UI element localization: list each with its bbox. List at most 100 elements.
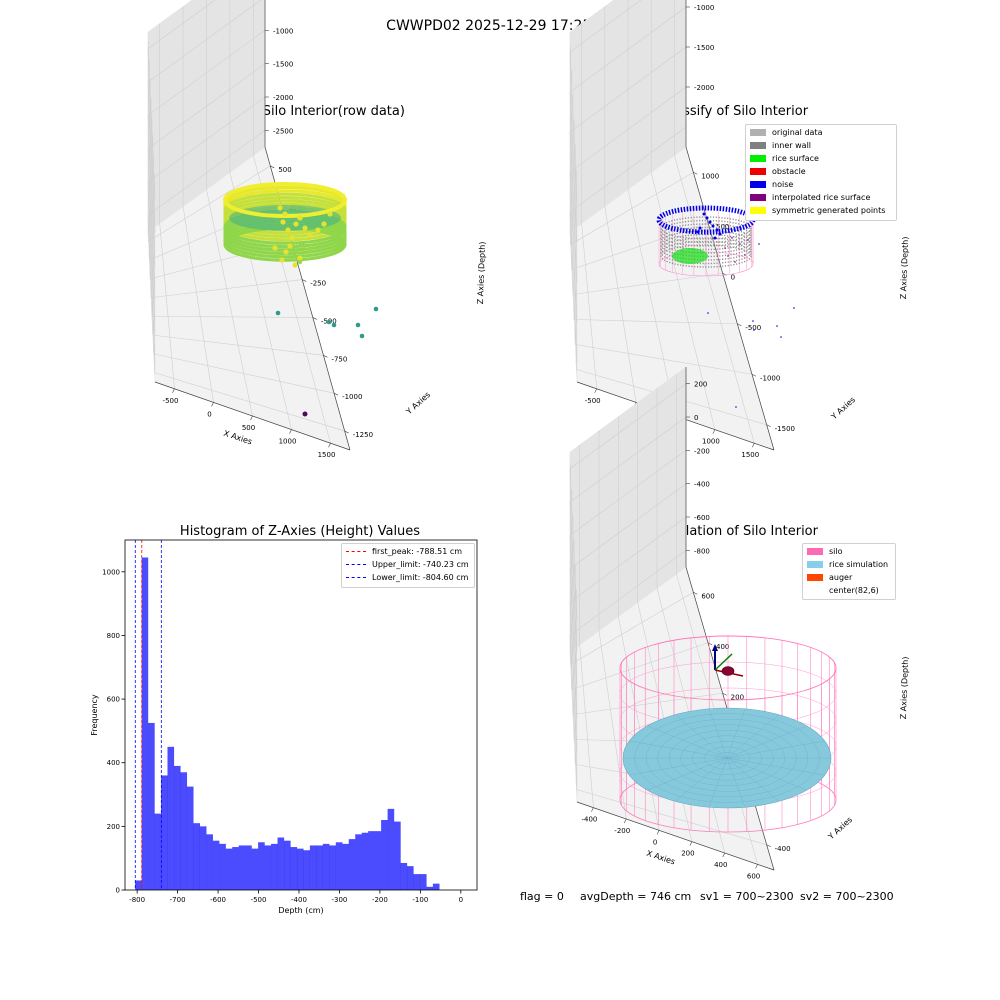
rice-mesh-ring <box>645 718 809 798</box>
inner-wall-ring <box>660 219 752 244</box>
raw-3d-axes: -500 0 500 1000 1500 500 250 0 -250 -500 -750 -1000… <box>147 0 487 459</box>
inner-wall-ring <box>660 226 752 251</box>
histogram-bar <box>238 845 246 890</box>
y-tick-label: 500 <box>716 223 729 231</box>
y-gridline <box>152 334 324 356</box>
histogram-bar <box>387 808 395 890</box>
histogram-bar <box>219 843 226 890</box>
rice-mesh-line <box>647 757 728 791</box>
y-tick-mark <box>302 279 307 282</box>
histogram-bar <box>277 837 285 890</box>
x-tick-label: 500 <box>242 424 255 432</box>
y-gridline <box>154 372 345 432</box>
legend-line <box>346 564 366 565</box>
x-gridline <box>581 223 597 389</box>
histogram-axes: -800 -700 -600 -500 -400 -300 -200 -100 0 0 200 400… <box>90 539 478 915</box>
scatter-point <box>359 333 365 339</box>
x-axis-line <box>576 381 775 451</box>
axes-left-pane <box>569 451 578 803</box>
histogram-bar <box>264 845 272 890</box>
y-tick-label: 800 <box>107 632 120 640</box>
legend-silo: silo <box>807 546 843 557</box>
scatter-point <box>293 221 299 227</box>
z-tick-label: -200 <box>694 447 710 455</box>
rice-point-ring <box>223 226 347 262</box>
legend-swatch <box>750 129 766 136</box>
z-gridline <box>569 6 687 243</box>
scatter-point <box>297 259 303 265</box>
y-tick-label: 0 <box>300 242 304 250</box>
rice-mesh-line <box>708 708 728 759</box>
rice-point-ring <box>223 196 347 232</box>
y-tick-mark <box>766 424 771 428</box>
histogram-bar <box>245 845 252 890</box>
x-tick-mark <box>633 402 637 407</box>
noise-point <box>705 216 709 220</box>
auger-marker <box>721 666 735 676</box>
x-tick-label: 0 <box>207 410 211 418</box>
rice-mesh-ring <box>692 741 762 775</box>
rice-mesh-line <box>674 757 728 802</box>
y-tick-label: 0 <box>745 744 749 752</box>
x-gridline <box>637 602 693 842</box>
legend-first-peak: first_peak: -788.51 cm <box>346 546 462 557</box>
z-tick-label: -1500 <box>273 61 293 69</box>
raw-plot-title: 3D Plot of Silo Interior(row data) <box>195 104 405 119</box>
x-tick-mark <box>722 852 726 858</box>
inner-wall-ring <box>660 244 752 268</box>
y-tick-mark <box>737 323 742 327</box>
legend-line <box>346 577 366 578</box>
y-tick-mark <box>751 793 757 797</box>
rice-point-rim <box>223 182 347 218</box>
interpolated-point <box>727 255 729 257</box>
histogram-bar <box>407 866 414 890</box>
y-tick-mark <box>707 222 713 226</box>
x-tick-label: -300 <box>331 896 347 904</box>
y-axis-label: Y Axies <box>829 395 857 422</box>
histogram-bar <box>258 842 265 890</box>
histogram-bar <box>135 880 142 890</box>
histogram-bar <box>322 843 330 890</box>
y-tick-label: 1000 <box>701 172 719 180</box>
histogram-bar <box>186 786 194 890</box>
y-tick-mark <box>737 743 742 747</box>
axes-floor-pane <box>569 566 775 871</box>
x-tick-mark <box>289 429 292 434</box>
noise-point <box>718 232 722 236</box>
scatter-point <box>289 235 295 241</box>
histogram-bar <box>251 848 259 890</box>
y-tick-label: -1000 <box>760 374 780 382</box>
histogram-bar <box>271 843 278 890</box>
y-axis-line <box>685 566 775 871</box>
scatter-point <box>285 227 291 233</box>
interpolated-point <box>744 254 746 256</box>
noise-point <box>707 312 709 314</box>
x-gridline <box>182 206 214 403</box>
x-gridline <box>618 616 660 831</box>
noise-point <box>752 320 754 322</box>
legend-center: center(82,6) <box>807 585 879 596</box>
y-gridline <box>148 165 271 242</box>
x-axis-label: X Axies <box>645 429 676 447</box>
legend-original-data: original data <box>750 127 822 138</box>
y-tick-label: 1000 <box>102 568 120 576</box>
x-tick-label: -800 <box>129 896 145 904</box>
rice-mesh-line <box>726 757 807 791</box>
noise-point <box>696 230 700 234</box>
rice-point-ring <box>223 206 347 242</box>
rice-mesh-line <box>726 757 825 776</box>
y-gridline <box>570 591 694 665</box>
scatter-point <box>287 243 293 249</box>
noise-point <box>698 226 702 230</box>
x-tick-mark <box>712 429 716 434</box>
histogram-bar <box>335 842 343 890</box>
x-tick-label: -400 <box>291 896 307 904</box>
z-axis-label: Z Axies (Depth) <box>476 241 487 304</box>
y-tick-label: 400 <box>107 759 120 767</box>
noise-point <box>758 243 760 245</box>
x-gridline <box>206 189 253 417</box>
legend-swatch <box>807 574 823 581</box>
z-tick-label: -2500 <box>273 127 293 135</box>
x-gridline <box>229 172 292 430</box>
simulation-plot-title: 3D simulation of Silo Interior <box>632 524 818 539</box>
